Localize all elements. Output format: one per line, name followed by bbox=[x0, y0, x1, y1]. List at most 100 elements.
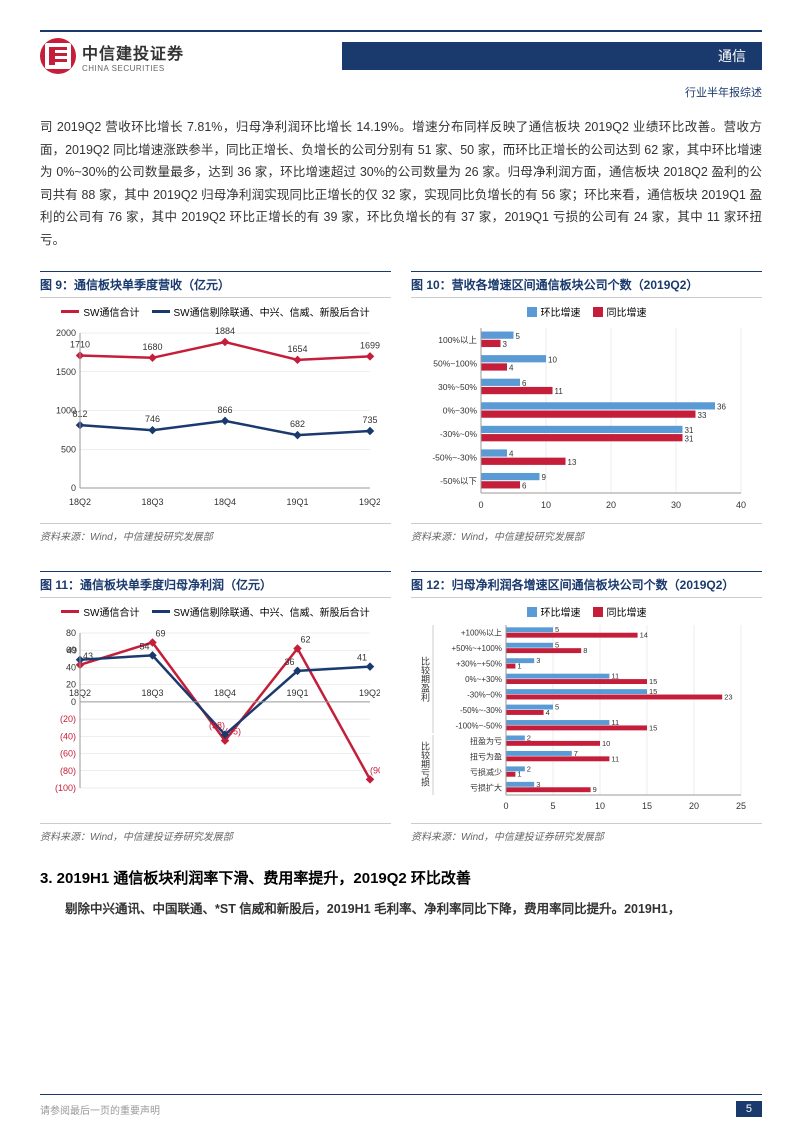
svg-text:-100%~-50%: -100%~-50% bbox=[456, 721, 502, 730]
chart12-legend0: 环比增速 bbox=[541, 604, 581, 619]
svg-text:11: 11 bbox=[611, 754, 619, 763]
svg-text:(20): (20) bbox=[60, 714, 76, 724]
svg-text:-50%~-30%: -50%~-30% bbox=[432, 453, 477, 463]
svg-text:4: 4 bbox=[546, 708, 550, 717]
svg-text:8: 8 bbox=[583, 646, 587, 655]
svg-text:(38): (38) bbox=[209, 721, 225, 731]
svg-text:20: 20 bbox=[689, 801, 699, 811]
svg-text:+30%~+50%: +30%~+50% bbox=[456, 660, 502, 669]
svg-text:2: 2 bbox=[527, 764, 531, 773]
chart11-legend1: SW通信剔除联通、中兴、信威、新股后合计 bbox=[174, 604, 370, 619]
chart9-title: 图 9：通信板块单季度营收（亿元） bbox=[40, 271, 391, 298]
svg-text:1500: 1500 bbox=[56, 367, 76, 377]
svg-text:19Q1: 19Q1 bbox=[286, 497, 308, 507]
svg-text:亏损减少: 亏损减少 bbox=[470, 767, 502, 777]
svg-text:扭盈为亏: 扭盈为亏 bbox=[470, 736, 502, 746]
svg-text:18Q2: 18Q2 bbox=[69, 497, 91, 507]
svg-text:0: 0 bbox=[71, 483, 76, 493]
svg-text:10: 10 bbox=[548, 355, 557, 364]
svg-text:18Q3: 18Q3 bbox=[141, 497, 163, 507]
logo-en-text: CHINA SECURITIES bbox=[82, 64, 184, 73]
svg-text:13: 13 bbox=[568, 458, 577, 467]
svg-text:11: 11 bbox=[555, 387, 564, 396]
footer-disclaimer: 请参阅最后一页的重要声明 bbox=[40, 1102, 160, 1117]
svg-text:866: 866 bbox=[217, 405, 232, 415]
svg-text:-50%以下: -50%以下 bbox=[440, 476, 477, 486]
chart9-source: 资料来源：Wind，中信建投研究发展部 bbox=[40, 528, 391, 543]
svg-text:1654: 1654 bbox=[287, 344, 307, 354]
svg-text:-30%~0%: -30%~0% bbox=[467, 691, 502, 700]
svg-text:(100): (100) bbox=[55, 783, 76, 793]
chart10-title: 图 10：营收各增速区间通信板块公司个数（2019Q2） bbox=[411, 271, 762, 298]
svg-text:100%以上: 100%以上 bbox=[438, 335, 477, 345]
chart11-source: 资料来源：Wind，中信建投证券研究发展部 bbox=[40, 828, 391, 843]
chart10-area: 环比增速 同比增速 010203040100%以上5350%~100%10430… bbox=[411, 304, 762, 524]
svg-text:4: 4 bbox=[509, 450, 514, 459]
svg-text:10: 10 bbox=[602, 739, 610, 748]
svg-text:亏损扩大: 亏损扩大 bbox=[470, 782, 502, 792]
svg-text:15: 15 bbox=[649, 677, 657, 686]
svg-text:36: 36 bbox=[717, 403, 726, 412]
svg-text:-50%~-30%: -50%~-30% bbox=[460, 706, 502, 715]
body-paragraph: 司 2019Q2 营收环比增长 7.81%，归母净利润环比增长 14.19%。增… bbox=[40, 116, 762, 251]
svg-text:30: 30 bbox=[671, 500, 681, 510]
svg-text:(60): (60) bbox=[60, 749, 76, 759]
svg-text:14: 14 bbox=[640, 631, 648, 640]
chart12-source: 资料来源：Wind，中信建投证券研究发展部 bbox=[411, 828, 762, 843]
svg-text:10: 10 bbox=[541, 500, 551, 510]
logo-block: 中信建投证券 CHINA SECURITIES bbox=[40, 32, 184, 80]
svg-text:19Q1: 19Q1 bbox=[286, 688, 308, 698]
svg-text:0%~+30%: 0%~+30% bbox=[465, 675, 502, 684]
svg-text:33: 33 bbox=[698, 411, 707, 420]
svg-text:0: 0 bbox=[71, 697, 76, 707]
svg-text:1699: 1699 bbox=[360, 340, 380, 350]
svg-text:62: 62 bbox=[300, 635, 310, 645]
svg-text:20: 20 bbox=[606, 500, 616, 510]
svg-text:41: 41 bbox=[357, 653, 367, 663]
chart11-title: 图 11：通信板块单季度归母净利润（亿元） bbox=[40, 571, 391, 598]
svg-text:10: 10 bbox=[595, 801, 605, 811]
svg-text:40: 40 bbox=[66, 662, 76, 672]
svg-text:4: 4 bbox=[509, 364, 514, 373]
chart11-legend0: SW通信合计 bbox=[83, 604, 139, 619]
chart12-legend1: 同比增速 bbox=[607, 604, 647, 619]
svg-text:69: 69 bbox=[155, 628, 165, 638]
logo-cn-text: 中信建投证券 bbox=[82, 40, 184, 64]
chart12-title: 图 12：归母净利润各增速区间通信板块公司个数（2019Q2） bbox=[411, 571, 762, 598]
chart10-legend1: 同比增速 bbox=[607, 304, 647, 319]
svg-text:0%~30%: 0%~30% bbox=[443, 406, 478, 416]
svg-text:54: 54 bbox=[139, 641, 149, 651]
chart9-legend1: SW通信剔除联通、中兴、信威、新股后合计 bbox=[174, 304, 370, 319]
svg-text:23: 23 bbox=[724, 692, 732, 701]
svg-text:5: 5 bbox=[555, 703, 559, 712]
svg-text:19Q2: 19Q2 bbox=[359, 497, 380, 507]
svg-text:1: 1 bbox=[517, 770, 521, 779]
svg-text:2000: 2000 bbox=[56, 328, 76, 338]
svg-text:3: 3 bbox=[536, 656, 540, 665]
chart10-legend0: 环比增速 bbox=[541, 304, 581, 319]
svg-text:+50%~+100%: +50%~+100% bbox=[452, 644, 503, 653]
svg-text:3: 3 bbox=[503, 340, 508, 349]
section3-body: 剔除中兴通讯、中国联通、*ST 信威和新股后，2019H1 毛利率、净利率同比下… bbox=[40, 898, 762, 921]
chart11-area: SW通信合计 SW通信剔除联通、中兴、信威、新股后合计 (100) (80) (60… bbox=[40, 604, 391, 824]
svg-text:19Q2: 19Q2 bbox=[359, 688, 380, 698]
svg-text:500: 500 bbox=[61, 444, 76, 454]
header-category: 通信 bbox=[342, 42, 762, 70]
svg-text:比较期亏损: 比较期亏损 bbox=[420, 741, 430, 788]
svg-text:(90): (90) bbox=[370, 765, 380, 775]
svg-text:(40): (40) bbox=[60, 731, 76, 741]
chart10-source: 资料来源：Wind，中信建投研究发展部 bbox=[411, 528, 762, 543]
chart9-legend0: SW通信合计 bbox=[83, 304, 139, 319]
svg-text:15: 15 bbox=[649, 723, 657, 732]
page-footer: 请参阅最后一页的重要声明 5 bbox=[40, 1094, 762, 1117]
svg-text:-30%~0%: -30%~0% bbox=[440, 429, 478, 439]
svg-text:比较期盈利: 比较期盈利 bbox=[420, 656, 430, 702]
svg-text:18Q4: 18Q4 bbox=[214, 497, 236, 507]
svg-text:682: 682 bbox=[290, 419, 305, 429]
svg-text:1884: 1884 bbox=[215, 326, 235, 336]
section3-heading: 3. 2019H1 通信板块利润率下滑、费用率提升，2019Q2 环比改善 bbox=[40, 867, 762, 888]
svg-text:0: 0 bbox=[503, 801, 508, 811]
svg-text:31: 31 bbox=[685, 434, 694, 443]
svg-text:(80): (80) bbox=[60, 766, 76, 776]
subheader: 行业半年报综述 bbox=[40, 84, 762, 100]
